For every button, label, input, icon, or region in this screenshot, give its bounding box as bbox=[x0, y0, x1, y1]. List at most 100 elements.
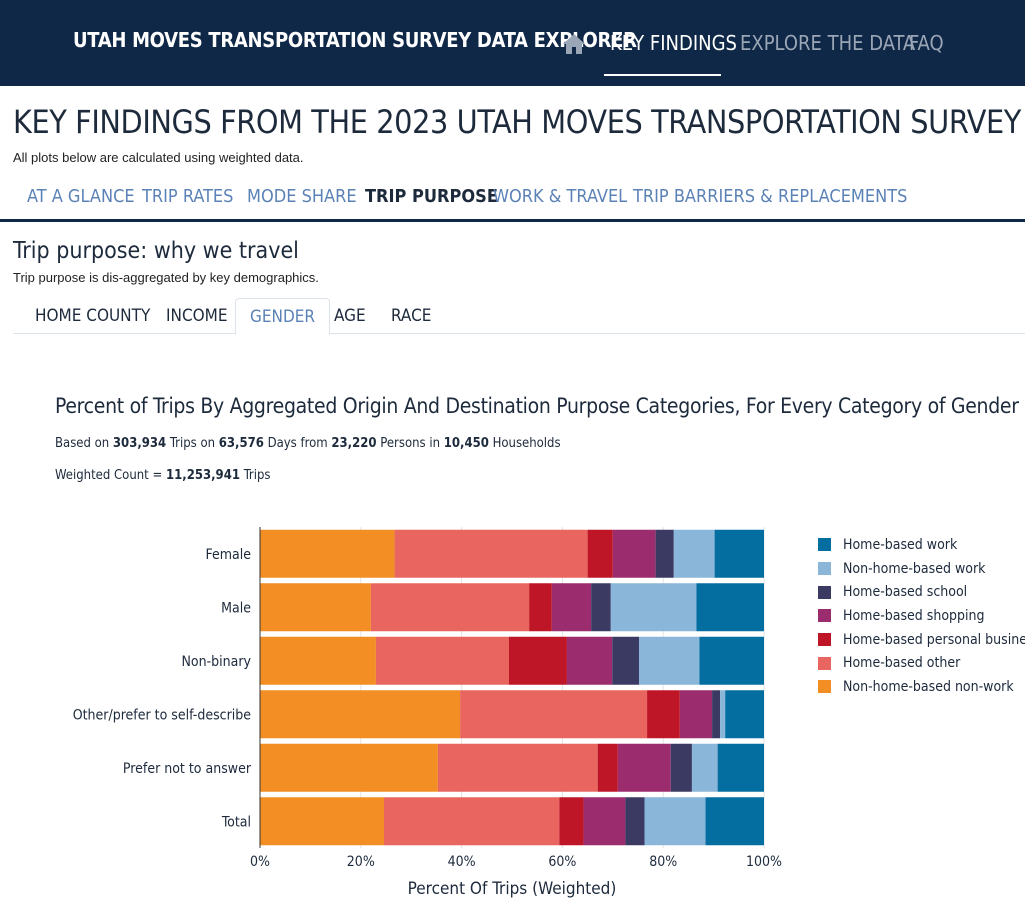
bar-segment[interactable] bbox=[691, 743, 718, 792]
legend-item[interactable]: Non-home-based work bbox=[818, 557, 1025, 581]
bar-segment[interactable] bbox=[712, 690, 721, 739]
bar-segment[interactable] bbox=[566, 636, 613, 685]
legend-item[interactable]: Home-based other bbox=[818, 651, 1025, 675]
section-tabs: AT A GLANCE TRIP RATES MODE SHARE TRIP P… bbox=[0, 184, 1025, 222]
home-icon[interactable] bbox=[562, 33, 586, 55]
legend-swatch bbox=[818, 680, 831, 694]
y-category-label: Non-binary bbox=[182, 654, 252, 670]
site-brand[interactable]: UTAH MOVES TRANSPORTATION SURVEY DATA EX… bbox=[73, 28, 637, 52]
bar-segment[interactable] bbox=[394, 529, 588, 578]
bar-segment[interactable] bbox=[717, 743, 764, 792]
bar-segment[interactable] bbox=[647, 690, 680, 739]
bar-segment[interactable] bbox=[260, 583, 371, 632]
bar-segment[interactable] bbox=[583, 797, 626, 846]
bar-segment[interactable] bbox=[260, 743, 438, 792]
y-category-label: Other/prefer to self-describe bbox=[73, 707, 252, 723]
bar-segment[interactable] bbox=[696, 583, 764, 632]
tab-trip-purpose[interactable]: TRIP PURPOSE bbox=[365, 186, 498, 207]
bar-segment[interactable] bbox=[587, 529, 613, 578]
tab-trip-barriers[interactable]: TRIP BARRIERS & REPLACEMENTS bbox=[633, 186, 908, 207]
tab-age[interactable]: AGE bbox=[334, 306, 366, 326]
bar-segment[interactable] bbox=[673, 529, 715, 578]
x-tick-label: 80% bbox=[649, 854, 677, 870]
tab-work-travel[interactable]: WORK & TRAVEL bbox=[493, 186, 628, 207]
legend-swatch bbox=[818, 609, 831, 623]
demographic-tabs: HOME COUNTY INCOME GENDER AGE RACE bbox=[13, 298, 1025, 335]
legend-label: Home-based work bbox=[843, 536, 958, 553]
y-category-label: Prefer not to answer bbox=[123, 761, 252, 777]
x-tick-label: 60% bbox=[548, 854, 576, 870]
legend-swatch bbox=[818, 538, 831, 552]
bar-segment[interactable] bbox=[260, 797, 384, 846]
tab-trip-rates[interactable]: TRIP RATES bbox=[142, 186, 234, 207]
section-subtitle: Trip purpose is dis-aggregated by key de… bbox=[13, 270, 319, 285]
bar-segment[interactable] bbox=[591, 583, 611, 632]
bar-segment[interactable] bbox=[260, 690, 461, 739]
bar-segment[interactable] bbox=[597, 743, 618, 792]
bar-segment[interactable] bbox=[714, 529, 764, 578]
bar-segment[interactable] bbox=[260, 636, 376, 685]
legend-label: Home-based personal business bbox=[843, 631, 1025, 648]
page-title: KEY FINDINGS FROM THE 2023 UTAH MOVES TR… bbox=[13, 103, 1021, 141]
legend-item[interactable]: Home-based personal business bbox=[818, 628, 1025, 652]
tab-income[interactable]: INCOME bbox=[166, 306, 228, 326]
legend-label: Home-based shopping bbox=[843, 607, 985, 624]
legend-item[interactable]: Non-home-based non-work bbox=[818, 675, 1025, 699]
bar-segment[interactable] bbox=[612, 529, 656, 578]
y-category-label: Male bbox=[221, 600, 251, 616]
bar-segment[interactable] bbox=[699, 636, 764, 685]
bar-segment[interactable] bbox=[644, 797, 706, 846]
legend-item[interactable]: Home-based shopping bbox=[818, 604, 1025, 628]
x-axis-title: Percent Of Trips (Weighted) bbox=[408, 879, 617, 899]
bar-segment[interactable] bbox=[679, 690, 713, 739]
bar-segment[interactable] bbox=[617, 743, 671, 792]
bar-segment[interactable] bbox=[460, 690, 648, 739]
nav-faq[interactable]: FAQ bbox=[909, 31, 944, 55]
bar-segment[interactable] bbox=[551, 583, 592, 632]
legend-item[interactable]: Home-based school bbox=[818, 580, 1025, 604]
legend-item[interactable]: Home-based work bbox=[818, 533, 1025, 557]
bar-segment[interactable] bbox=[559, 797, 584, 846]
x-tick-label: 0% bbox=[250, 854, 270, 870]
bar-segment[interactable] bbox=[670, 743, 692, 792]
legend-label: Non-home-based work bbox=[843, 560, 986, 577]
bar-segment[interactable] bbox=[529, 583, 552, 632]
tab-at-a-glance[interactable]: AT A GLANCE bbox=[27, 186, 135, 207]
section-title: Trip purpose: why we travel bbox=[13, 238, 299, 264]
weighted-count-note: Weighted Count = 11,253,941 Trips bbox=[55, 468, 271, 483]
tab-mode-share[interactable]: MODE SHARE bbox=[247, 186, 357, 207]
stacked-bar-chart: 0% 20% 40% 60% 80% 100% Female Male Non-binary Ot… bbox=[73, 527, 782, 899]
bar-segment[interactable] bbox=[437, 743, 598, 792]
bar-segment[interactable] bbox=[720, 690, 726, 739]
bar-segment[interactable] bbox=[612, 636, 640, 685]
bar-segment[interactable] bbox=[508, 636, 567, 685]
nav-explore-data[interactable]: EXPLORE THE DATA bbox=[740, 31, 916, 55]
bar-segment[interactable] bbox=[625, 797, 645, 846]
chart-title: Percent of Trips By Aggregated Origin An… bbox=[55, 394, 1019, 418]
weighted-count: 11,253,941 bbox=[165, 468, 240, 483]
bar-segment[interactable] bbox=[725, 690, 764, 739]
bar-segment[interactable] bbox=[370, 583, 530, 632]
x-tick-label: 40% bbox=[448, 854, 476, 870]
chart-legend: Home-based work Non-home-based work Home-b… bbox=[818, 533, 1025, 699]
chart-sample-note: Based on 303,934 Trips on 63,576 Days fr… bbox=[55, 436, 561, 451]
nav-key-findings[interactable]: KEY FINDINGS bbox=[610, 31, 737, 55]
trips-count: 303,934 bbox=[112, 436, 167, 451]
bar-segment[interactable] bbox=[655, 529, 674, 578]
bar-segment[interactable] bbox=[383, 797, 560, 846]
bar-segment[interactable] bbox=[705, 797, 764, 846]
top-navbar: UTAH MOVES TRANSPORTATION SURVEY DATA EX… bbox=[0, 0, 1025, 86]
bar-segment[interactable] bbox=[610, 583, 697, 632]
tab-home-county[interactable]: HOME COUNTY bbox=[35, 306, 151, 326]
page-subtitle: All plots below are calculated using wei… bbox=[13, 150, 304, 165]
bar-segment[interactable] bbox=[639, 636, 700, 685]
tab-race[interactable]: RACE bbox=[391, 306, 432, 326]
bar-segment[interactable] bbox=[260, 529, 395, 578]
bar-segment[interactable] bbox=[375, 636, 509, 685]
legend-label: Non-home-based non-work bbox=[843, 678, 1014, 695]
legend-swatch bbox=[818, 585, 831, 599]
tab-gender[interactable]: GENDER bbox=[235, 298, 331, 335]
legend-label: Home-based school bbox=[843, 584, 968, 601]
legend-swatch bbox=[818, 562, 831, 576]
y-category-label: Female bbox=[206, 547, 252, 563]
